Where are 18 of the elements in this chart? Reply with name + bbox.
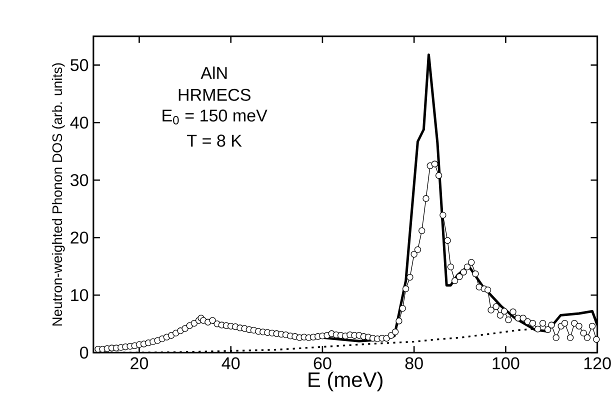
y-tick-label: 20 — [70, 232, 88, 244]
y-tick-label: 40 — [70, 116, 88, 129]
y-tick-label: 50 — [70, 59, 88, 72]
y-tick-label: 0 — [80, 346, 88, 359]
annotation: E$_{0}$ = 150 meV — [162, 110, 268, 125]
annotation: T = 8 K — [187, 134, 242, 147]
x-axis-title: E (meV) — [308, 372, 382, 392]
annotation: HRMECS — [178, 89, 250, 102]
x-tick-label: 60 — [314, 357, 332, 370]
y-tick-label: 10 — [71, 289, 88, 302]
annotation: AlN — [200, 66, 227, 80]
x-tick-label: 20 — [130, 357, 148, 370]
y-axis-title: Neutron-weighted Phonon DOS (arb. units) — [52, 64, 65, 326]
x-tick-label: 80 — [405, 357, 423, 370]
x-tick-label: 40 — [222, 357, 240, 370]
y-tick-label: 30 — [70, 174, 88, 186]
x-tick-label: 120 — [584, 357, 611, 370]
x-tick-label: 100 — [492, 357, 520, 370]
